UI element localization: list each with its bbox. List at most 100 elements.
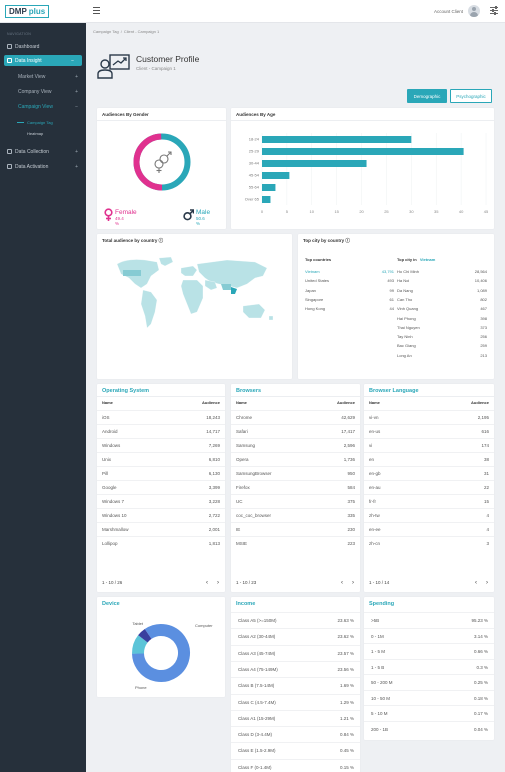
sidebar-item-data-collection[interactable]: Data Collection + [0,146,86,157]
table-row: Samsung 2,596 [231,438,360,451]
sidebar-item-dashboard[interactable]: Dashboard [0,41,86,52]
row-audience: 584 [347,484,355,490]
age-bar[interactable] [262,148,464,155]
gender-symbol-icon [154,151,172,173]
city-value: 1,089 [476,287,487,293]
next-page-icon[interactable]: › [217,580,219,586]
card-title: Browser Language [369,388,419,394]
item-value: 23.63 % [337,618,354,623]
prev-page-icon[interactable]: ‹ [206,580,208,586]
table-header: Name Audience [364,400,494,409]
table-row: en-au 22 [364,480,494,493]
sidebar-item-data-insight[interactable]: Data Insight − [4,55,82,66]
item-label: 1 - 5 B [371,664,385,670]
avatar[interactable] [468,5,480,17]
row-audience: 14,717 [206,428,220,434]
income-card: Income Class A5 (>=150M) 23.63 % Class A2 … [231,597,360,772]
item-value: 0.25 % [473,680,488,685]
item-value: 0.45 % [339,748,354,754]
settings-sliders-icon[interactable] [490,6,498,15]
sidebar-item-label: Market View [18,73,46,80]
age-bar[interactable] [262,160,367,167]
table-row: Android 14,717 [97,424,225,437]
item-value: 0.18 % [473,695,488,701]
table-row: Unix 6,810 [97,452,225,465]
list-item: >5B 95.23 % [364,612,494,628]
gender-card: Audiences By Gender Female 49.4 % [97,108,226,229]
age-bar-chart: 0 5 10 15 20 25 30 35 40 45 18-24 25-29 30-44 45-54 55… [245,133,489,214]
row-name: en-au [369,484,381,490]
usa-region[interactable] [123,270,141,276]
prev-page-icon[interactable]: ‹ [475,580,477,586]
device-slice-tablet[interactable] [129,621,194,686]
vietnam-region[interactable] [231,287,237,294]
item-value: 0.17 % [473,711,488,716]
language-table-card: Browser Language Name Audience vi-vn 2,19… [364,384,494,592]
table-row: UC 375 [231,494,360,507]
female-percentage: 49.4 % [115,216,124,226]
breadcrumb-item[interactable]: Campaign Tag [93,29,119,34]
prev-page-icon[interactable]: ‹ [341,580,343,586]
list-item: 0 - 1M 3.14 % [364,627,494,644]
country-name[interactable]: Vietnam [305,269,320,274]
tab-psychographic[interactable]: Psychographic [450,89,492,103]
row-name: en-us [369,428,381,434]
list-item: Class B (7.5-14M) 1.69 % [231,677,360,693]
row-name: Safari [236,428,248,434]
sidebar-item-data-activation[interactable]: Data Activation + [0,161,86,172]
sidebar-item-campaign-tag[interactable]: Campaign Tag [0,117,86,128]
country-value: 99 [389,287,394,293]
world-map-card: Total audience by country ⓘ [97,234,292,379]
table-row: MSIE 223 [231,536,360,549]
country-name[interactable]: Japan [305,287,316,293]
age-bar[interactable] [262,184,276,191]
app-logo[interactable]: DMP plus [5,5,50,18]
table-row: en 38 [364,452,494,465]
item-label: 50 - 200 M [371,680,393,685]
list-item: 10 - 50 M 0.18 % [364,689,494,706]
next-page-icon[interactable]: › [352,580,354,586]
sidebar-item-heatmap[interactable]: Heatmap [0,128,86,139]
table-row: iOS 18,243 [97,410,225,423]
item-value: 0.15 % [339,764,354,770]
item-value: 1.29 % [339,699,354,705]
row-name: vi [369,442,373,448]
row-audience: 15 [483,498,489,504]
age-bar[interactable] [262,136,412,143]
row-audience: 4 [486,512,489,518]
sidebar-item-campaign-view[interactable]: Campaign View − [0,101,86,112]
expand-icon: + [75,148,78,155]
menu-toggle-icon[interactable] [93,7,100,14]
os-table-card: Operating System Name Audience iOS 18,243… [97,384,225,592]
sidebar-item-company-view[interactable]: Company View + [0,86,86,97]
table-row: Chrome 42,629 [231,410,360,423]
y-tick-label: 30-44 [249,161,260,166]
sidebar-item-market-view[interactable]: Market View + [0,71,86,82]
pagination-info: 1 - 10 / 14 [369,580,390,585]
device-slice-phone[interactable] [129,621,193,685]
item-value: 1.69 % [339,683,354,689]
country-name[interactable]: Hong Kong [305,306,326,312]
list-item: Class F (0-1.4M) 0.15 % [231,758,360,772]
age-bar[interactable] [262,196,271,203]
country-name[interactable]: Singapore [305,296,324,302]
collapse-icon: − [75,103,78,110]
country-name[interactable]: United States [305,278,330,284]
row-name: Google [102,484,117,490]
row-name: Pill [102,470,109,476]
item-label: Class A2 (30-44M) [238,634,276,640]
card-title: Audiences By Age [236,112,276,117]
row-name: SamsungBrowser [236,470,272,476]
tab-demographic[interactable]: Demographic [407,89,447,103]
list-item: Class A1 (15-29M) 1.21 % [231,709,360,726]
account-name[interactable]: Account Client [433,9,463,14]
row-name: fr-fr [369,498,376,504]
y-tick-label: 55-64 [249,185,260,190]
next-page-icon[interactable]: › [486,580,488,586]
card-title: Income [236,601,256,607]
sidebar-item-label: Heatmap [27,131,44,136]
world-map[interactable] [107,254,282,344]
home-icon [7,44,12,49]
row-name: Unix [102,456,112,462]
age-bar[interactable] [262,172,290,179]
